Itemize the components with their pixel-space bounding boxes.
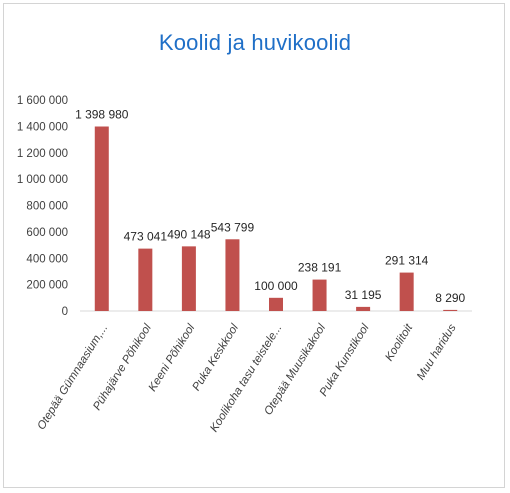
data-label: 490 148	[167, 227, 211, 241]
data-label: 8 290	[435, 291, 465, 305]
y-tick-label: 600 000	[26, 227, 68, 239]
y-tick-label: 800 000	[26, 201, 68, 213]
x-tick-label: Koolitoit	[383, 322, 415, 364]
y-tick-label: 1 000 000	[17, 174, 68, 186]
bar	[269, 297, 283, 311]
bar	[225, 239, 240, 311]
x-tick-label: Muu haridus	[415, 322, 459, 382]
bar	[138, 248, 153, 311]
bar	[443, 309, 458, 311]
y-tick-label: 1 200 000	[17, 148, 68, 160]
data-label: 543 799	[211, 220, 255, 234]
data-label: 100 000	[254, 279, 298, 293]
bar	[181, 246, 196, 311]
y-tick-label: 1 400 000	[17, 121, 68, 133]
data-label: 1 398 980	[75, 108, 129, 122]
data-label: 31 195	[345, 288, 382, 302]
chart-frame	[3, 3, 505, 488]
chart-title: Koolid ja huvikoolid	[158, 30, 352, 55]
y-tick-label: 200 000	[26, 280, 68, 292]
data-label: 238 191	[298, 261, 342, 275]
y-tick-label: 400 000	[26, 253, 68, 265]
bar	[399, 272, 414, 311]
bar	[94, 126, 109, 311]
bar	[356, 306, 371, 311]
data-label: 473 041	[124, 230, 168, 244]
data-label: 291 314	[385, 254, 429, 268]
bar	[312, 279, 327, 311]
x-tick-label: Otepää Gümnaasium,...	[35, 322, 110, 432]
y-tick-label: 0	[62, 306, 68, 318]
x-tick-label: Puka Kunstikool	[318, 322, 372, 399]
y-tick-label: 1 600 000	[17, 95, 68, 107]
x-tick-label: Keeni Põhikool	[147, 322, 198, 394]
x-tick-label: Puka Keskkool	[190, 322, 241, 393]
